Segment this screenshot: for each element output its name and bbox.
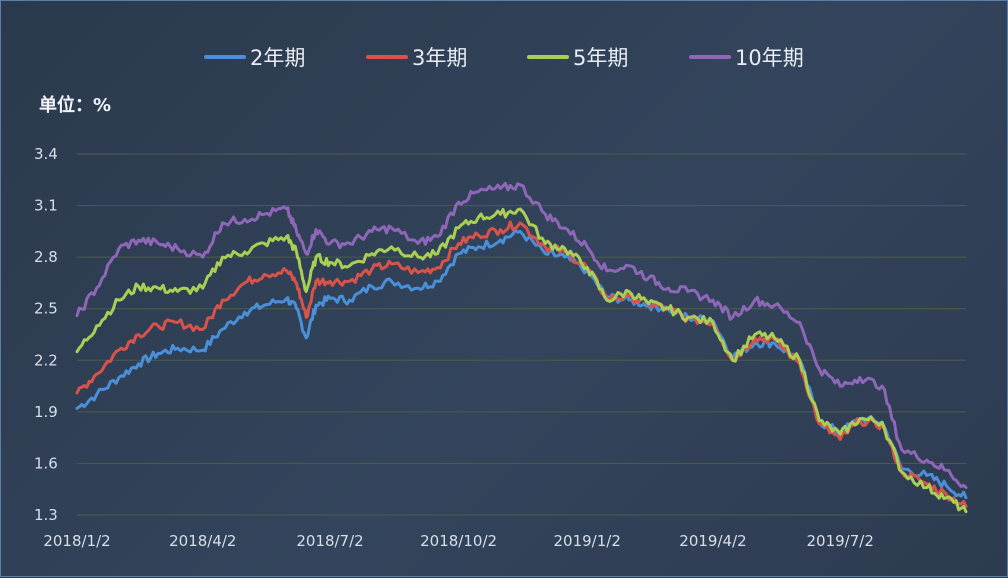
legend-item: 10年期 <box>689 46 804 70</box>
x-tick-label: 2018/7/2 <box>296 532 363 550</box>
y-tick-label: 1.3 <box>34 506 58 524</box>
y-tick-label: 2.2 <box>34 351 58 369</box>
y-tick-label: 2.8 <box>34 248 58 266</box>
x-tick-label: 2019/4/2 <box>679 532 746 550</box>
legend: 2年期 3年期 5年期 10年期 <box>204 46 804 70</box>
legend-label: 2年期 <box>250 46 305 70</box>
x-tick-label: 2019/7/2 <box>807 532 874 550</box>
x-tick-label: 2019/1/2 <box>554 532 621 550</box>
series-line <box>75 207 968 514</box>
y-tick-label: 1.6 <box>34 454 58 472</box>
grid-lines <box>77 153 966 516</box>
legend-label: 3年期 <box>412 46 467 70</box>
y-tick-label: 3.4 <box>34 145 58 163</box>
y-tick-label: 1.9 <box>34 403 58 421</box>
y-tick-label: 2.5 <box>34 300 58 318</box>
unit-label: 单位：% <box>39 94 111 116</box>
legend-label: 10年期 <box>735 46 804 70</box>
x-tick-label: 2018/1/2 <box>43 532 110 550</box>
y-axis-ticks: 3.4 3.1 2.8 2.5 2.2 1.9 1.6 1.3 <box>34 145 58 524</box>
x-tick-label: 2018/4/2 <box>169 532 236 550</box>
series-line <box>75 228 968 500</box>
x-tick-label: 2018/10/2 <box>420 532 497 550</box>
series-line <box>75 181 968 489</box>
legend-item: 5年期 <box>527 46 628 70</box>
y-tick-label: 3.1 <box>34 197 58 215</box>
x-axis-ticks: 2018/1/2 2018/4/2 2018/7/2 2018/10/2 2019/1/… <box>43 532 874 550</box>
legend-item: 3年期 <box>366 46 467 70</box>
legend-label: 5年期 <box>573 46 628 70</box>
series-lines <box>75 181 968 514</box>
legend-item: 2年期 <box>204 46 305 70</box>
